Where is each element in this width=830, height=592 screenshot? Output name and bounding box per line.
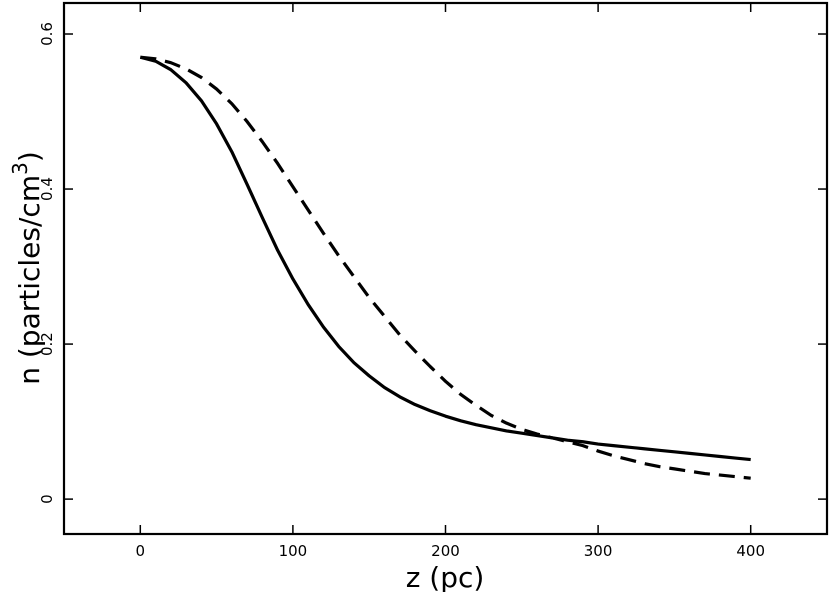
series-line-solid <box>139 55 751 462</box>
series-layer <box>139 55 751 480</box>
x-tick-label: 400 <box>736 542 765 560</box>
y-tick-label: 0 <box>38 494 56 504</box>
x-tick-label: 200 <box>431 542 460 560</box>
x-axis-title: z (pc) <box>406 561 485 592</box>
x-tick-label: 0 <box>136 542 146 560</box>
x-tick-label: 100 <box>279 542 308 560</box>
y-axis-title-main: n (particles/cm <box>13 175 46 385</box>
x-axis-ticks: 0 100 200 300 400 <box>136 3 765 560</box>
y-axis-title: n (particles/cm3) <box>8 151 46 385</box>
y-axis-title-close: ) <box>13 151 46 162</box>
y-tick-label: 0.2 <box>38 332 56 356</box>
y-tick-label: 0.6 <box>38 22 56 46</box>
y-axis-ticks: 0 0.2 0.4 0.6 <box>38 22 827 504</box>
y-tick-label: 0.4 <box>38 177 56 201</box>
y-axis-title-superscript: 3 <box>8 162 32 175</box>
series-line-dashed <box>140 55 751 480</box>
x-tick-label: 300 <box>584 542 613 560</box>
